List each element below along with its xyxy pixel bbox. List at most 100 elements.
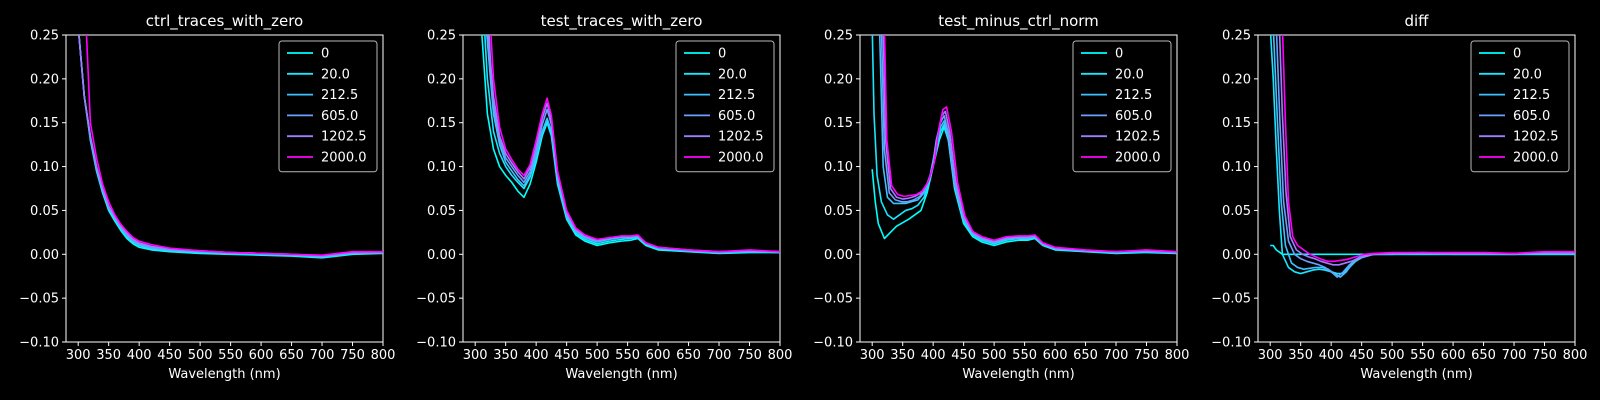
legend-entry: 20.0	[1115, 67, 1144, 82]
y-tick-label: 0.10	[824, 160, 853, 175]
y-tick-label: 0.10	[427, 160, 456, 175]
y-tick-label: 0.20	[30, 72, 59, 87]
legend-entry: 1202.5	[321, 130, 367, 145]
chart-panel-1: test_traces_with_zero 300 350 400 450 500 550 6…	[416, 12, 792, 382]
x-tick-label: 300	[463, 348, 488, 363]
series-lines	[871, 35, 1177, 255]
x-tick-label: 300	[66, 348, 91, 363]
x-tick-label: 600	[1043, 348, 1068, 363]
series-lines	[1269, 35, 1575, 278]
y-tick-label: 0.15	[30, 116, 59, 131]
x-axis-label: Wavelength (nm)	[565, 367, 677, 382]
legend-entry: 212.5	[1513, 88, 1550, 103]
x-tick-label: 500	[1380, 348, 1405, 363]
legend-entry: 1202.5	[1115, 130, 1161, 145]
x-tick-label: 650	[1073, 348, 1098, 363]
y-tick-label: −0.05	[1211, 292, 1251, 307]
x-tick-label: 400	[1319, 348, 1344, 363]
x-tick-label: 650	[1471, 348, 1496, 363]
chart-title: diff	[1404, 12, 1429, 30]
x-tick-label: 800	[768, 348, 793, 363]
legend-entry: 1202.5	[718, 130, 764, 145]
legend-entry: 20.0	[718, 67, 747, 82]
y-tick-label: 0.00	[824, 248, 853, 263]
series-lines	[481, 35, 780, 255]
x-tick-label: 400	[524, 348, 549, 363]
y-tick-label: 0.00	[1222, 248, 1251, 263]
y-tick-label: 0.05	[30, 204, 59, 219]
x-tick-label: 600	[646, 348, 671, 363]
y-tick-label: 0.20	[1222, 72, 1251, 87]
x-tick-label: 300	[1258, 348, 1283, 363]
series-line-1202.5	[882, 35, 1177, 254]
legend: 0 20.0 212.5 605.0 1202.5 2000.0	[1470, 40, 1570, 173]
y-tick-label: −0.10	[19, 336, 59, 351]
x-tick-label: 700	[1104, 348, 1129, 363]
y-tick-label: −0.05	[813, 292, 853, 307]
y-tick-label: −0.05	[19, 292, 59, 307]
y-tick-label: 0.05	[1222, 204, 1251, 219]
legend-entry: 2000.0	[1115, 151, 1161, 166]
y-tick-label: 0.10	[30, 160, 59, 175]
x-tick-label: 550	[218, 348, 243, 363]
series-line-2000.0	[883, 35, 1177, 253]
x-tick-label: 750	[1134, 348, 1159, 363]
x-tick-label: 550	[1012, 348, 1037, 363]
x-tick-label: 750	[340, 348, 365, 363]
series-line-1202.5	[1278, 35, 1575, 266]
legend: 0 20.0 212.5 605.0 1202.5 2000.0	[1072, 40, 1172, 173]
x-tick-label: 450	[951, 348, 976, 363]
x-tick-label: 450	[157, 348, 182, 363]
series-line-2000.0	[85, 35, 383, 256]
series-line-212.5	[1272, 35, 1575, 278]
legend-entry: 0	[321, 47, 329, 62]
y-tick-label: 0.00	[30, 248, 59, 263]
x-tick-label: 350	[1288, 348, 1313, 363]
x-tick-label: 650	[676, 348, 701, 363]
legend: 0 20.0 212.5 605.0 1202.5 2000.0	[675, 40, 775, 173]
x-tick-label: 350	[493, 348, 518, 363]
legend-entry: 212.5	[321, 88, 358, 103]
legend: 0 20.0 212.5 605.0 1202.5 2000.0	[278, 40, 378, 173]
x-tick-label: 400	[921, 348, 946, 363]
y-tick-label: 0.05	[427, 204, 456, 219]
y-tick-label: −0.10	[416, 336, 456, 351]
x-tick-label: 700	[707, 348, 732, 363]
x-tick-label: 800	[1563, 348, 1588, 363]
x-tick-label: 300	[860, 348, 885, 363]
x-tick-label: 700	[310, 348, 335, 363]
y-tick-label: 0.25	[30, 29, 59, 44]
x-axis-label: Wavelength (nm)	[962, 367, 1074, 382]
chart-title: ctrl_traces_with_zero	[146, 12, 303, 31]
legend-entry: 212.5	[1115, 88, 1152, 103]
y-tick-label: 0.25	[427, 29, 456, 44]
series-line-2000.0	[1281, 35, 1575, 263]
x-axis-label: Wavelength (nm)	[168, 367, 280, 382]
x-tick-label: 450	[1349, 348, 1374, 363]
chart-panel-3: diff 300 350 400 450 500 550 600 650 700 750 800 −0.…	[1211, 12, 1587, 382]
legend-entry: 605.0	[1513, 109, 1550, 124]
legend-entry: 2000.0	[718, 151, 764, 166]
y-tick-label: 0.25	[824, 29, 853, 44]
x-axis-label: Wavelength (nm)	[1360, 367, 1472, 382]
legend-entry: 0	[1115, 47, 1123, 62]
y-tick-label: −0.05	[416, 292, 456, 307]
y-tick-label: −0.10	[1211, 336, 1251, 351]
x-tick-label: 350	[890, 348, 915, 363]
x-tick-label: 350	[96, 348, 121, 363]
legend-entry: 605.0	[1115, 109, 1152, 124]
chart-panel-2: test_minus_ctrl_norm 300 350 400 450 500 550 60…	[813, 12, 1189, 382]
y-tick-label: 0.15	[824, 116, 853, 131]
x-tick-label: 800	[371, 348, 396, 363]
series-line-2000.0	[490, 35, 780, 253]
legend-entry: 0	[718, 47, 726, 62]
y-tick-label: 0.20	[427, 72, 456, 87]
series-lines	[78, 35, 383, 259]
x-tick-label: 500	[982, 348, 1007, 363]
x-tick-label: 750	[1532, 348, 1557, 363]
chart-title: test_minus_ctrl_norm	[938, 12, 1099, 31]
legend-entry: 20.0	[321, 67, 350, 82]
y-tick-label: 0.25	[1222, 29, 1251, 44]
y-tick-label: 0.00	[427, 248, 456, 263]
